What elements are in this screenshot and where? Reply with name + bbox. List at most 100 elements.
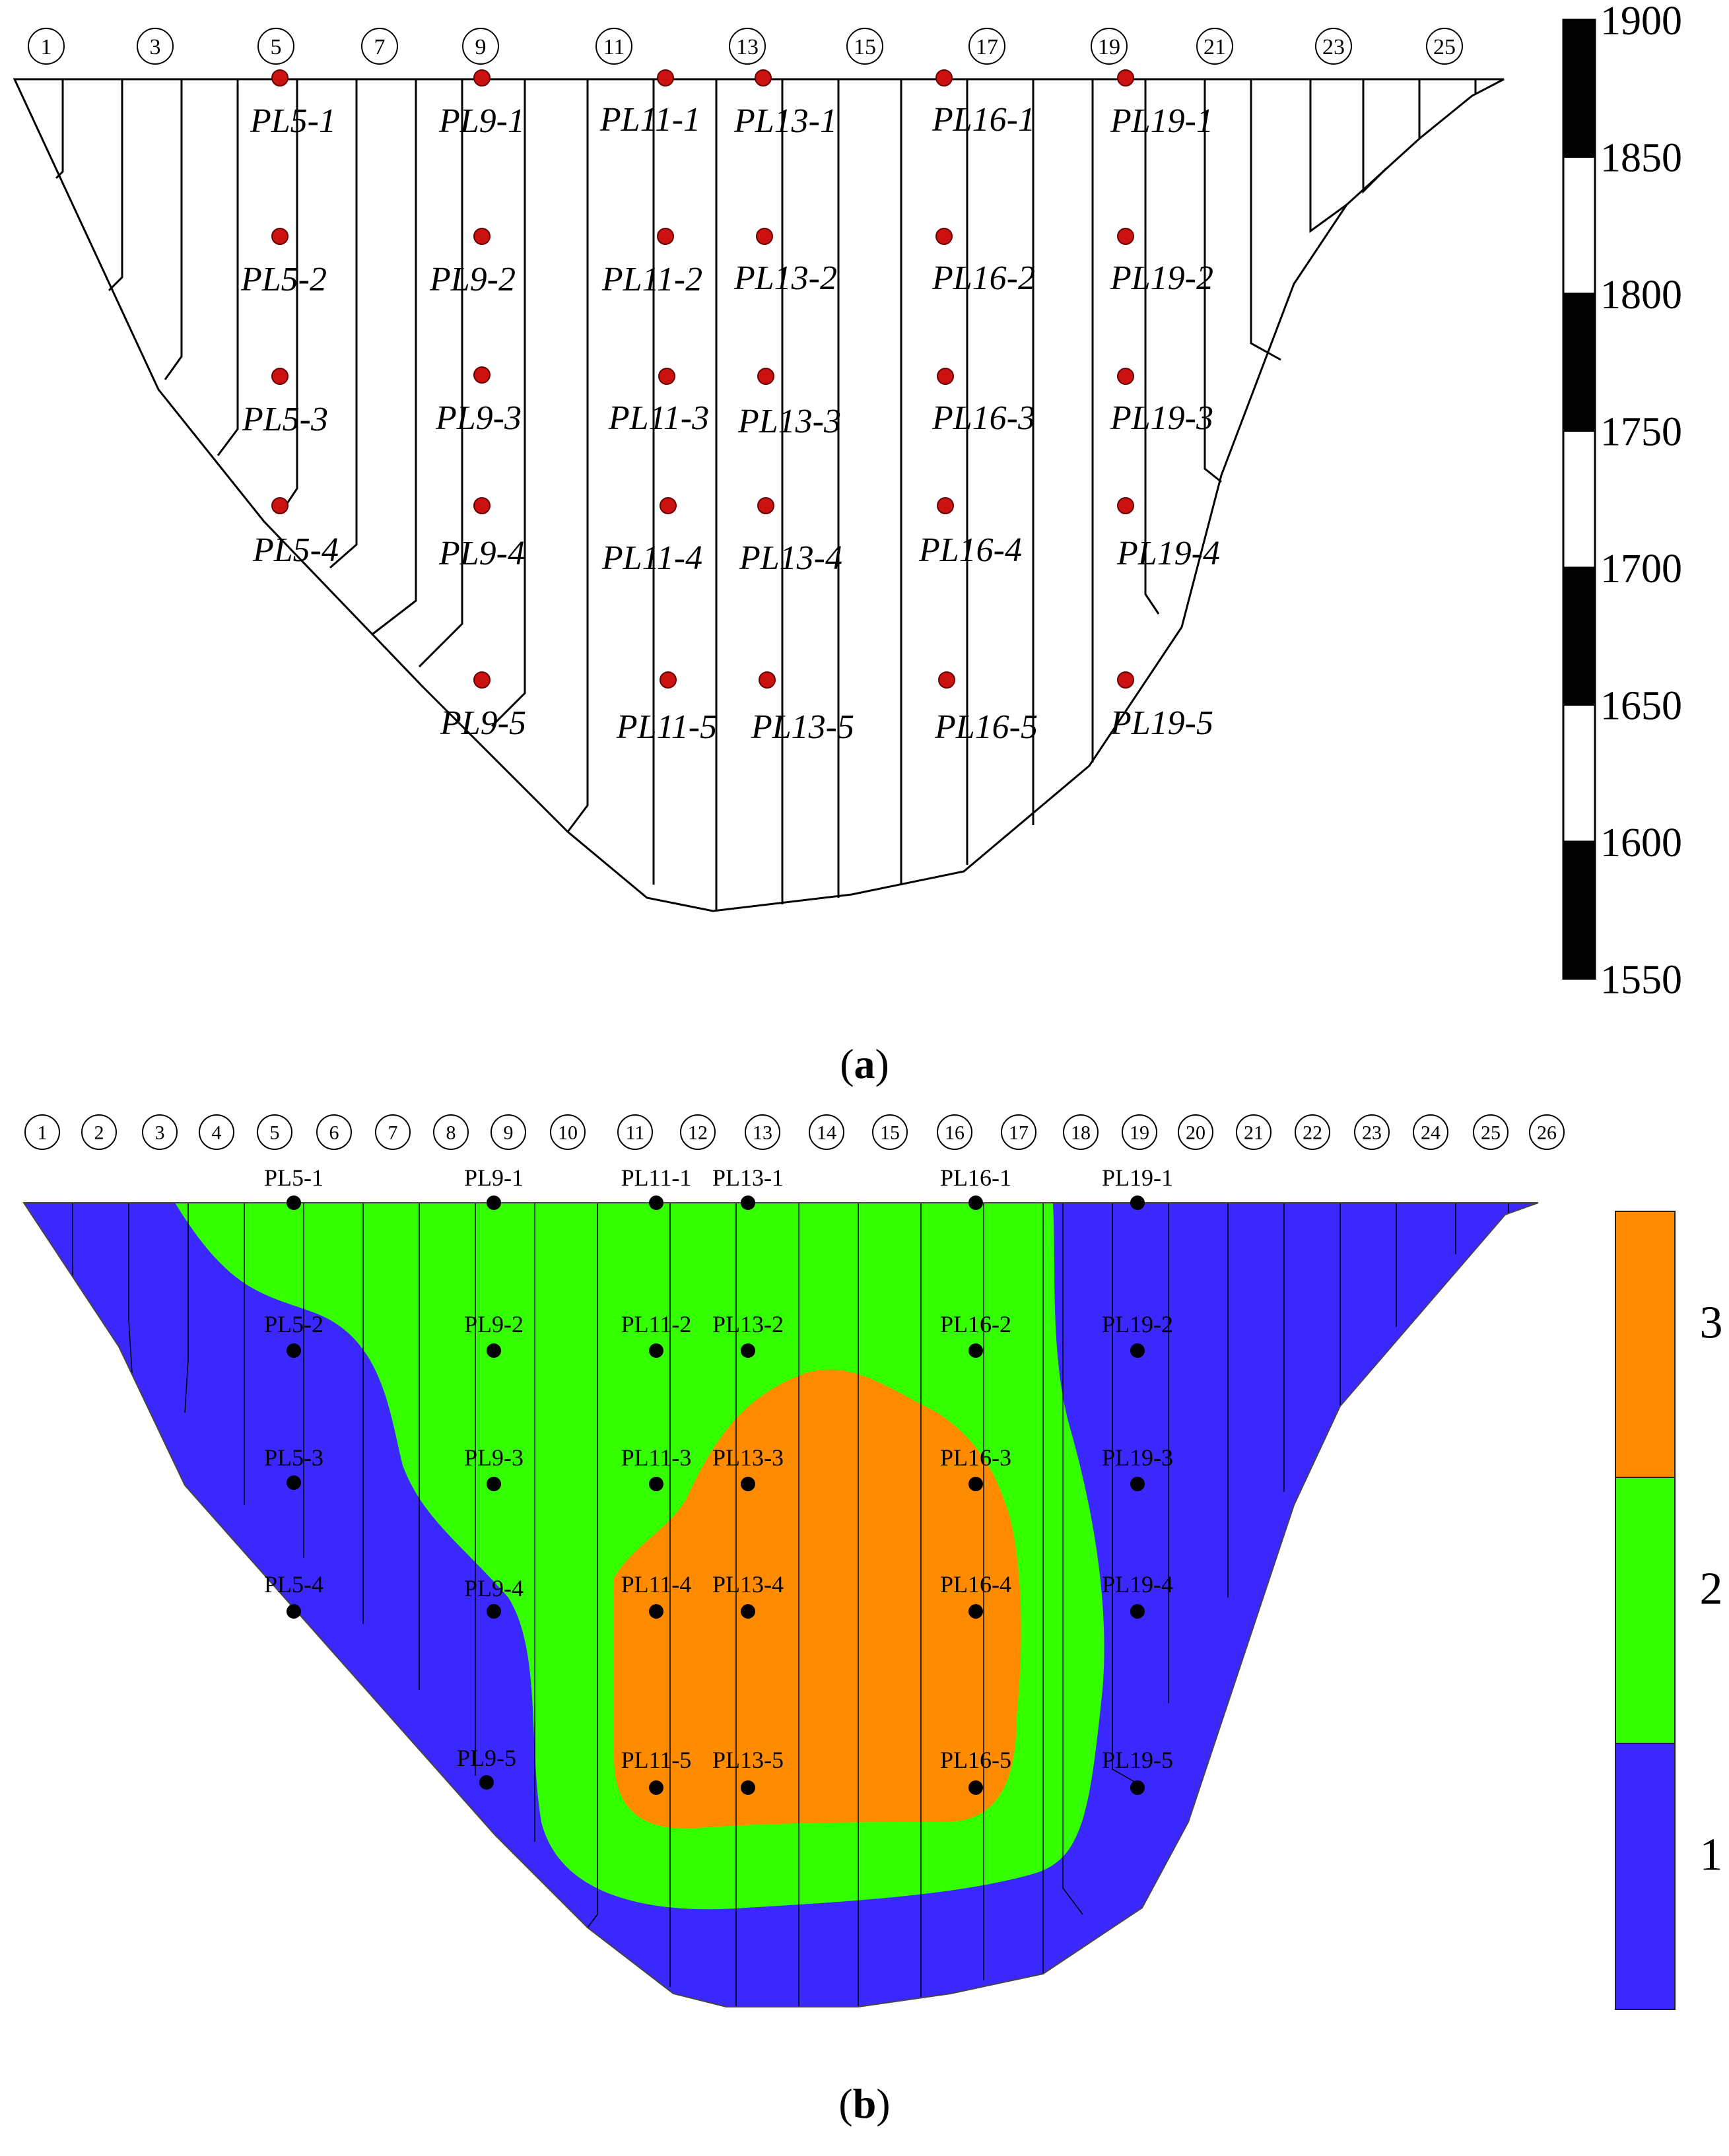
b-marker-PL9-3 (487, 1477, 501, 1491)
a-marker-PL9-5 (473, 671, 491, 689)
b-marker-PL16-4 (968, 1604, 983, 1619)
scale-label-1750: 1750 (1600, 410, 1682, 455)
scale-label-1550: 1550 (1600, 958, 1682, 1003)
a-marker-PL16-4 (937, 497, 954, 514)
a-marker-PL13-1 (755, 69, 772, 86)
scale-segment (1562, 566, 1596, 706)
svg-text:10: 10 (558, 1122, 578, 1144)
b-dam-label-15: 15 (872, 1114, 908, 1150)
a-label-PL13-5: PL13-5 (751, 708, 854, 746)
a-label-PL5-4: PL5-4 (252, 531, 339, 569)
a-label-PL11-2: PL11-2 (601, 261, 702, 298)
b-label-PL9-5: PL9-5 (457, 1745, 516, 1771)
a-label-PL13-4: PL13-4 (739, 539, 842, 577)
b-monitor-labels: PL5-1 PL5-2 PL5-3 PL5-4 PL9-1 PL9-2 PL9-3 PL9-4… (264, 1164, 1173, 1773)
b-dam-label-14: 14 (809, 1114, 844, 1150)
a-dam-label-17: 17 (968, 28, 1005, 65)
svg-text:9: 9 (504, 1122, 514, 1144)
scale-segment (1562, 18, 1596, 158)
b-label-PL9-2: PL9-2 (464, 1311, 524, 1337)
legend-swatch-2 (1615, 1477, 1676, 1744)
a-label-PL16-2: PL16-2 (932, 259, 1035, 297)
svg-text:7: 7 (388, 1122, 398, 1144)
b-dam-label-18: 18 (1063, 1114, 1099, 1150)
svg-text:13: 13 (736, 35, 759, 59)
b-label-PL9-1: PL9-1 (464, 1164, 524, 1191)
b-dam-label-16: 16 (937, 1114, 972, 1150)
a-marker-PL11-3 (658, 368, 675, 385)
svg-text:5: 5 (271, 35, 282, 59)
b-label-PL13-2: PL13-2 (712, 1311, 784, 1337)
a-dam-label-11: 11 (595, 28, 632, 65)
a-marker-PL13-2 (756, 228, 773, 245)
a-dam-label-15: 15 (846, 28, 883, 65)
a-label-PL11-1: PL11-1 (599, 101, 700, 139)
b-dam-label-19: 19 (1122, 1114, 1157, 1150)
b-label-PL11-3: PL11-3 (621, 1444, 692, 1471)
a-dam-number-labels: 1 3 5 7 9 11 13 15 17 19 21 23 25 (28, 28, 1463, 65)
scale-segment (1562, 430, 1596, 569)
svg-text:23: 23 (1362, 1122, 1382, 1144)
b-marker-PL9-2 (487, 1343, 501, 1358)
a-label-PL19-4: PL19-4 (1116, 535, 1220, 572)
b-label-PL16-4: PL16-4 (940, 1571, 1011, 1598)
svg-text:5: 5 (270, 1122, 280, 1144)
panel-a: 1 3 5 7 9 11 13 15 17 19 21 23 25 (13, 0, 1682, 1003)
a-marker-PL16-1 (935, 69, 953, 86)
a-label-PL13-3: PL13-3 (737, 403, 841, 440)
legend-swatch-1 (1615, 1743, 1676, 2010)
a-marker-PL13-4 (757, 497, 774, 514)
a-monitor-labels: PL5-1 PL5-2 PL5-3 PL5-4 PL9-1 PL9-2 PL9-3 PL9-4… (240, 101, 1220, 746)
svg-text:6: 6 (329, 1122, 339, 1144)
a-marker-PL5-1 (271, 69, 288, 86)
b-marker-PL13-5 (741, 1780, 755, 1795)
svg-text:24: 24 (1421, 1122, 1441, 1144)
svg-text:1: 1 (38, 1122, 48, 1144)
svg-text:16: 16 (945, 1122, 965, 1144)
b-label-PL16-2: PL16-2 (940, 1311, 1011, 1337)
b-dam-number-labels: 1 2 3 4 5 6 7 8 9 10 11 12 13 14 15 16 17 18 19 20 21 22 23 24 2… (24, 1114, 1565, 1150)
a-label-PL19-2: PL19-2 (1110, 259, 1213, 297)
b-dam-label-4: 4 (199, 1114, 234, 1150)
svg-text:22: 22 (1303, 1122, 1322, 1144)
svg-text:14: 14 (817, 1122, 836, 1144)
b-marker-PL19-4 (1130, 1604, 1145, 1619)
a-marker-PL5-4 (271, 497, 288, 514)
b-dam-label-13: 13 (745, 1114, 780, 1150)
a-dam-label-7: 7 (361, 28, 398, 65)
svg-text:23: 23 (1322, 35, 1345, 59)
scale-segment (1562, 704, 1596, 843)
b-dam-label-2: 2 (81, 1114, 117, 1150)
a-label-PL19-1: PL19-1 (1110, 102, 1213, 140)
b-marker-PL11-5 (649, 1780, 663, 1795)
a-label-PL5-1: PL5-1 (250, 102, 336, 140)
b-dam-label-9: 9 (491, 1114, 526, 1150)
scale-label-1800: 1800 (1600, 273, 1682, 318)
b-label-PL16-1: PL16-1 (940, 1164, 1011, 1191)
b-label-PL19-3: PL19-3 (1102, 1444, 1173, 1471)
svg-text:21: 21 (1244, 1122, 1264, 1144)
b-marker-PL19-3 (1130, 1477, 1145, 1491)
a-marker-PL11-2 (657, 228, 674, 245)
svg-text:9: 9 (475, 35, 487, 59)
b-marker-PL13-1 (741, 1196, 755, 1210)
scale-label-1850: 1850 (1600, 136, 1682, 181)
b-label-PL5-4: PL5-4 (264, 1571, 323, 1598)
b-dam-label-26: 26 (1529, 1114, 1565, 1150)
a-marker-PL5-3 (271, 368, 288, 385)
legend-swatch-3 (1615, 1211, 1676, 1478)
svg-text:12: 12 (688, 1122, 708, 1144)
a-label-PL5-3: PL5-3 (242, 401, 328, 438)
a-label-PL16-1: PL16-1 (932, 101, 1035, 139)
scale-label-1900: 1900 (1600, 0, 1682, 44)
b-label-PL19-4: PL19-4 (1102, 1571, 1173, 1598)
b-marker-PL16-3 (968, 1477, 983, 1491)
b-marker-PL5-2 (287, 1343, 301, 1358)
b-marker-PL16-2 (968, 1343, 983, 1358)
svg-text:11: 11 (603, 35, 625, 59)
scale-label-1600: 1600 (1600, 821, 1682, 865)
a-marker-PL11-1 (657, 69, 674, 86)
b-zone-3 (614, 1369, 1021, 1829)
a-dam-label-13: 13 (729, 28, 766, 65)
